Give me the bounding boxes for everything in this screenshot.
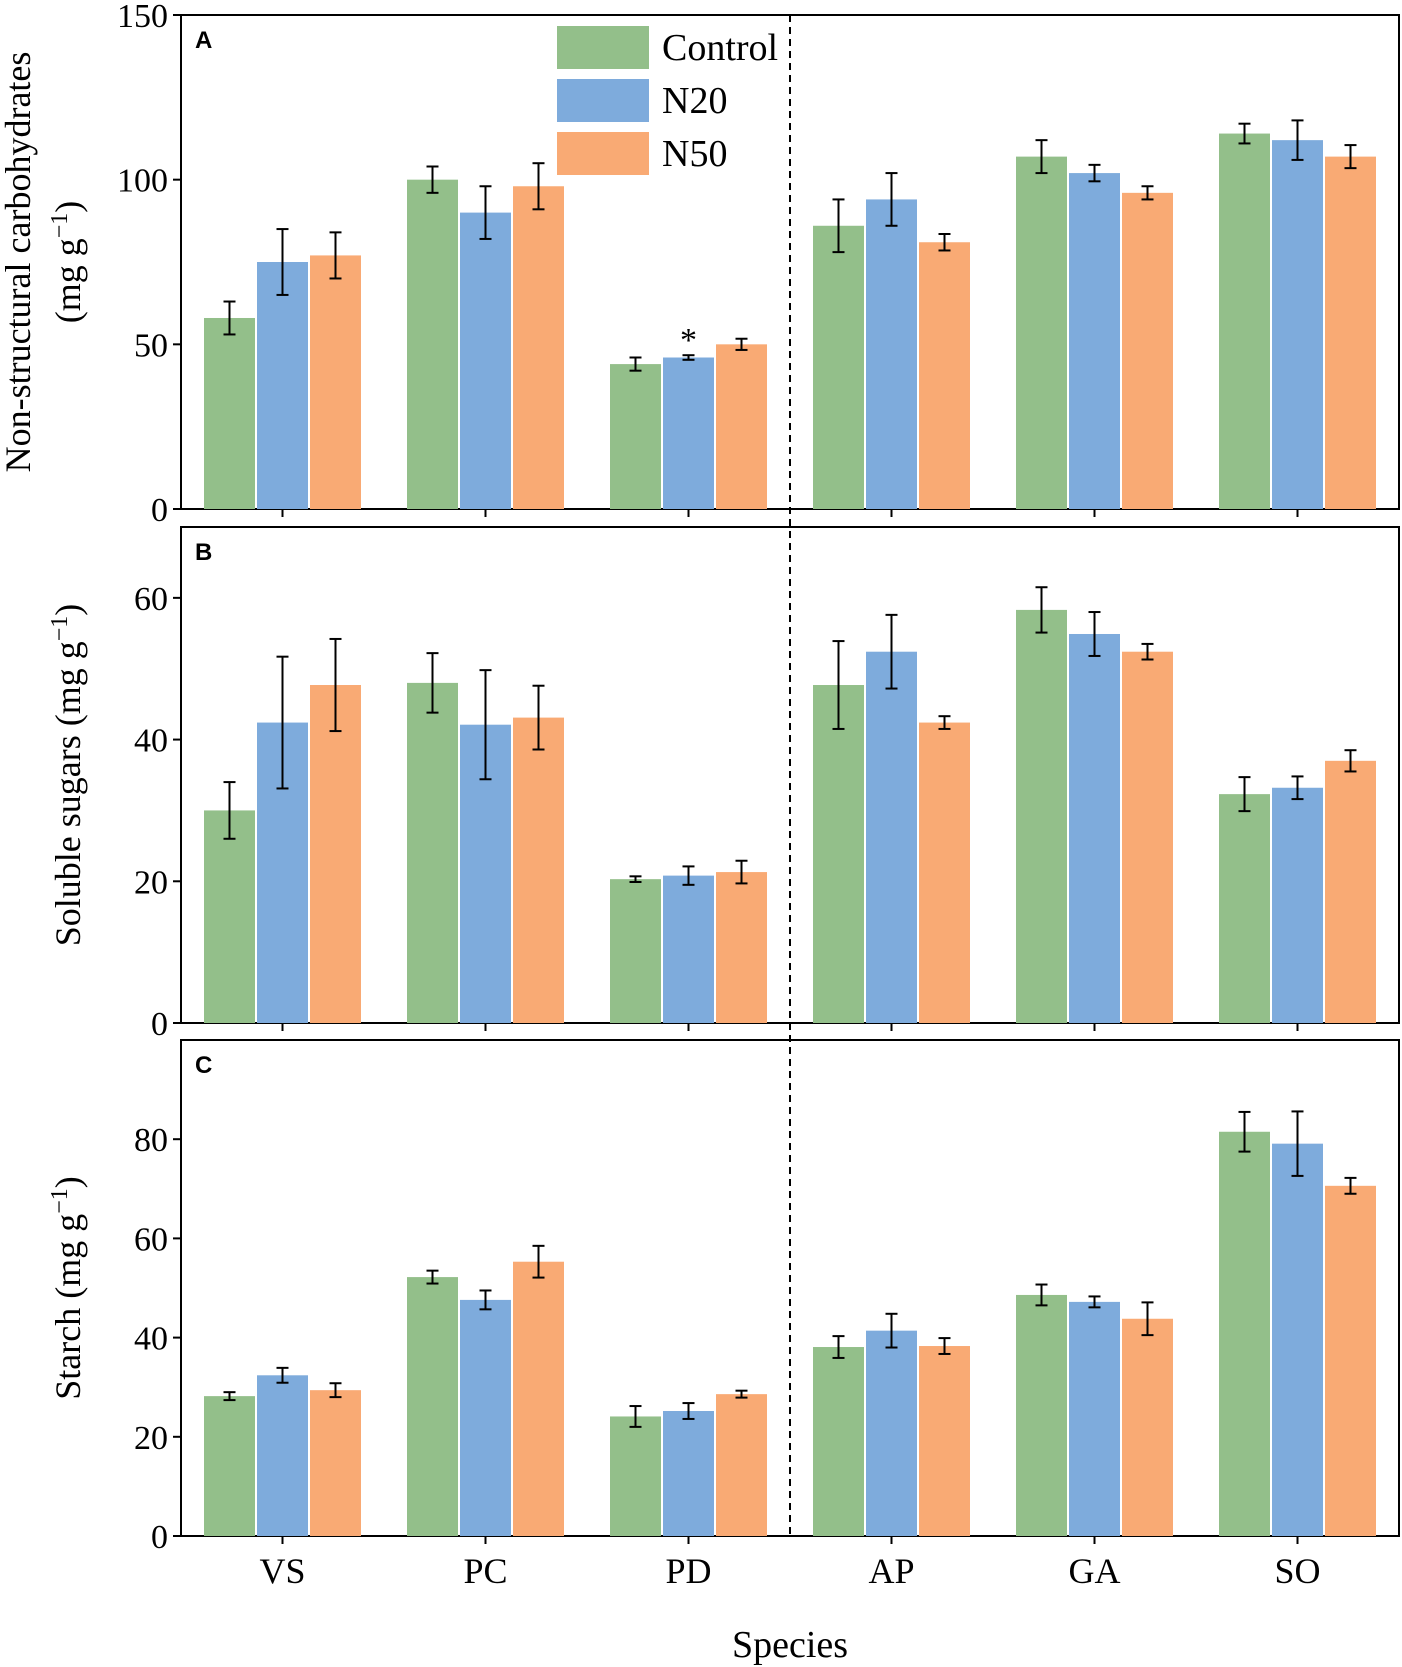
legend-swatch-n20 [557,79,649,122]
x-axis-label: Species [732,1624,848,1666]
panel-c: 0 20 40 60 80 C Starch (mg g−1) VS PC PD AP GA SO [47,1039,1400,1591]
x-tick-label: PD [665,1551,711,1591]
bar-n50-pc [513,186,564,509]
bar-n20-ap [866,651,917,1023]
y-tick-label: 60 [134,1221,168,1258]
bar-n20-ga [1069,1301,1120,1536]
bar-n50-so [1325,1185,1376,1536]
bar-control-vs [204,317,255,509]
bar-n50-pc [513,717,564,1023]
bar-n20-vs [257,262,308,509]
y-tick-label: 80 [134,1122,168,1159]
bar-n50-so [1325,156,1376,509]
y-tick-label: 150 [117,0,168,35]
x-tick-label: AP [868,1551,914,1591]
y-tick-label: 60 [134,581,168,618]
y-tick-label: 20 [134,1420,168,1457]
bar-control-pd [610,364,661,509]
legend-label-control: Control [662,27,778,69]
bar-n50-ap [919,722,970,1023]
bar-n50-pd [716,872,767,1023]
bar-n50-vs [310,1390,361,1536]
y-tick-label: 20 [134,864,168,901]
bar-control-ga [1016,609,1067,1023]
y-axis-label-units: (mg g−1) [47,201,88,324]
y-tick-label: 40 [134,1321,168,1358]
legend-label-n50: N50 [662,133,727,175]
bar-n20-pc [460,1299,511,1536]
bar-control-so [1219,1131,1270,1536]
panel-letter: C [195,1052,212,1079]
bar-control-pd [610,1416,661,1536]
bar-control-pc [407,682,458,1023]
y-tick-label: 100 [117,163,168,200]
bar-n20-so [1272,1143,1323,1536]
bar-n20-ga [1069,173,1120,509]
bar-n20-pd [663,357,714,509]
x-tick-label: PC [463,1551,507,1591]
x-tick-label: SO [1274,1551,1320,1591]
bar-n50-pd [716,1394,767,1536]
bar-n50-ap [919,242,970,510]
bar-n50-ga [1122,192,1173,509]
x-tick-label: GA [1069,1551,1121,1591]
bar-n50-ap [919,1346,970,1536]
bar-control-ga [1016,1294,1067,1536]
bar-control-ap [813,685,864,1023]
bar-control-pc [407,179,458,509]
panel-letter: A [195,27,212,54]
panel-b: 0 20 40 60 B Soluble sugars (mg g−1) [47,526,1400,1043]
bar-n20-pd [663,1411,714,1536]
bar-n50-ga [1122,1318,1173,1536]
bar-control-pd [610,879,661,1023]
y-tick-label: 0 [151,1519,168,1556]
panel-letter: B [195,539,212,566]
significance-marker: * [680,322,697,359]
bar-n50-so [1325,760,1376,1023]
bar-n20-pd [663,875,714,1023]
bar-control-so [1219,133,1270,509]
legend-swatch-control [557,26,649,69]
bar-control-ap [813,1347,864,1536]
bar-n20-ap [866,199,917,509]
legend: Control N20 N50 [557,26,778,175]
bar-control-ap [813,225,864,510]
y-tick-label: 0 [151,492,168,529]
y-axis-label: Non-structural carbohydrates [0,52,38,473]
bar-control-so [1219,794,1270,1023]
y-axis-label: Soluble sugars (mg g−1) [47,604,88,947]
bar-n20-so [1272,787,1323,1023]
y-tick-label: 40 [134,723,168,760]
bar-n20-ap [866,1330,917,1536]
panel-a: * 0 50 100 150 A Non-structural carbohydrates(… [0,0,1400,529]
bar-n50-pc [513,1261,564,1536]
y-axis-label: Starch (mg g−1) [47,1176,88,1400]
bar-n20-vs [257,1375,308,1536]
legend-label-n20: N20 [662,80,727,122]
bar-n50-pd [716,344,767,509]
bar-control-vs [204,1396,255,1536]
y-tick-label: 50 [134,327,168,364]
bar-n20-ga [1069,633,1120,1023]
legend-swatch-n50 [557,132,649,175]
bar-control-ga [1016,156,1067,509]
y-tick-label: 0 [151,1006,168,1043]
x-tick-label: VS [259,1551,305,1591]
bar-n50-vs [310,685,361,1023]
bar-control-vs [204,810,255,1023]
bar-n50-ga [1122,651,1173,1023]
bar-n20-so [1272,140,1323,509]
bar-n20-pc [460,212,511,509]
bar-n50-vs [310,255,361,509]
bar-control-pc [407,1277,458,1536]
